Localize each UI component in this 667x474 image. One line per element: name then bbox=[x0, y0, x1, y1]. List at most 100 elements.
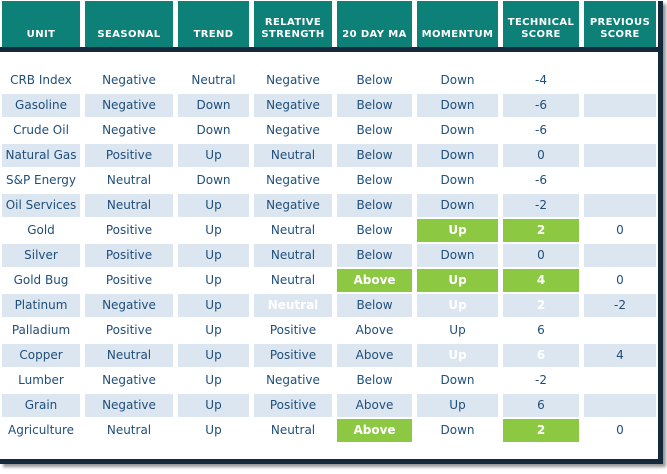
cell-trend: Down bbox=[178, 119, 249, 142]
cell-trend: Up bbox=[178, 269, 249, 292]
cell-trend: Up bbox=[178, 144, 249, 167]
cell-relative-strength: Negative bbox=[254, 69, 332, 92]
cell-relative-strength: Neutral bbox=[254, 244, 332, 267]
cell-technical-score: -6 bbox=[503, 94, 579, 117]
cell-20-day-ma: Above bbox=[337, 344, 412, 367]
cell-previous-score bbox=[584, 319, 656, 342]
cell-technical-score: 0 bbox=[503, 244, 579, 267]
cell-trend: Down bbox=[178, 94, 249, 117]
table-row: CRB Index Negative Neutral Negative Belo… bbox=[2, 69, 658, 92]
cell-seasonal: Negative bbox=[85, 94, 173, 117]
cell-previous-score: -2 bbox=[584, 294, 656, 317]
cell-technical-score: 2 bbox=[503, 219, 579, 242]
cell-trend: Up bbox=[178, 319, 249, 342]
cell-relative-strength: Negative bbox=[254, 194, 332, 217]
table-row: Gold Positive Up Neutral Below Up 2 0 bbox=[2, 219, 658, 242]
cell-seasonal: Positive bbox=[85, 244, 173, 267]
cell-trend: Up bbox=[178, 219, 249, 242]
table-row: Gasoline Negative Down Negative Below Do… bbox=[2, 94, 658, 117]
cell-previous-score bbox=[584, 119, 656, 142]
column-header-technical-score: TECHNICAL SCORE bbox=[503, 1, 579, 47]
table-row: Agriculture Neutral Up Neutral Above Dow… bbox=[2, 419, 658, 442]
cell-momentum: Up bbox=[417, 269, 498, 292]
cell-unit: Grain bbox=[2, 394, 80, 417]
cell-technical-score: -6 bbox=[503, 119, 579, 142]
cell-seasonal: Positive bbox=[85, 269, 173, 292]
cell-trend: Up bbox=[178, 394, 249, 417]
cell-technical-score: 6 bbox=[503, 344, 579, 367]
cell-technical-score: 0 bbox=[503, 144, 579, 167]
column-header-relative-strength: RELATIVE STRENGTH bbox=[254, 1, 332, 47]
cell-seasonal: Negative bbox=[85, 369, 173, 392]
cell-trend: Up bbox=[178, 244, 249, 267]
cell-relative-strength: Neutral bbox=[254, 144, 332, 167]
cell-trend: Up bbox=[178, 419, 249, 442]
cell-20-day-ma: Below bbox=[337, 194, 412, 217]
blank-spacer-row bbox=[2, 52, 658, 69]
cell-previous-score: 0 bbox=[584, 419, 656, 442]
cell-20-day-ma: Above bbox=[337, 319, 412, 342]
cell-seasonal: Neutral bbox=[85, 194, 173, 217]
table-body: CRB Index Negative Neutral Negative Belo… bbox=[2, 69, 658, 442]
cell-20-day-ma: Above bbox=[337, 269, 412, 292]
cell-trend: Neutral bbox=[178, 69, 249, 92]
column-header-previous-score: PREVIOUS SCORE bbox=[584, 1, 656, 47]
table-row: Crude Oil Negative Down Negative Below D… bbox=[2, 119, 658, 142]
cell-relative-strength: Positive bbox=[254, 319, 332, 342]
cell-relative-strength: Neutral bbox=[254, 294, 332, 317]
cell-trend: Up bbox=[178, 294, 249, 317]
cell-relative-strength: Negative bbox=[254, 169, 332, 192]
table-header-row: UNIT SEASONAL TREND RELATIVE STRENGTH 20… bbox=[2, 1, 658, 47]
cell-20-day-ma: Above bbox=[337, 419, 412, 442]
cell-unit: Lumber bbox=[2, 369, 80, 392]
cell-relative-strength: Positive bbox=[254, 394, 332, 417]
cell-technical-score: 4 bbox=[503, 269, 579, 292]
cell-momentum: Down bbox=[417, 419, 498, 442]
cell-relative-strength: Negative bbox=[254, 94, 332, 117]
cell-technical-score: 2 bbox=[503, 294, 579, 317]
cell-unit: Palladium bbox=[2, 319, 80, 342]
cell-seasonal: Negative bbox=[85, 69, 173, 92]
cell-previous-score: 0 bbox=[584, 219, 656, 242]
table-row: Silver Positive Up Neutral Below Down 0 bbox=[2, 244, 658, 267]
cell-unit: Platinum bbox=[2, 294, 80, 317]
cell-seasonal: Positive bbox=[85, 319, 173, 342]
cell-seasonal: Neutral bbox=[85, 169, 173, 192]
cell-20-day-ma: Below bbox=[337, 244, 412, 267]
cell-momentum: Down bbox=[417, 144, 498, 167]
cell-unit: Silver bbox=[2, 244, 80, 267]
table-row: Grain Negative Up Positive Above Up 6 bbox=[2, 394, 658, 417]
cell-20-day-ma: Below bbox=[337, 219, 412, 242]
cell-relative-strength: Neutral bbox=[254, 269, 332, 292]
cell-trend: Down bbox=[178, 169, 249, 192]
cell-unit: Gold Bug bbox=[2, 269, 80, 292]
cell-previous-score bbox=[584, 94, 656, 117]
cell-momentum: Up bbox=[417, 344, 498, 367]
blank-spacer-row bbox=[2, 444, 658, 459]
cell-20-day-ma: Below bbox=[337, 94, 412, 117]
cell-unit: Natural Gas bbox=[2, 144, 80, 167]
cell-momentum: Down bbox=[417, 194, 498, 217]
table-row: Platinum Negative Up Neutral Below Up 2 … bbox=[2, 294, 658, 317]
cell-20-day-ma: Below bbox=[337, 294, 412, 317]
cell-seasonal: Neutral bbox=[85, 344, 173, 367]
cell-previous-score bbox=[584, 244, 656, 267]
cell-20-day-ma: Above bbox=[337, 394, 412, 417]
cell-previous-score bbox=[584, 369, 656, 392]
table-row: S&P Energy Neutral Down Negative Below D… bbox=[2, 169, 658, 192]
cell-trend: Up bbox=[178, 344, 249, 367]
cell-20-day-ma: Below bbox=[337, 119, 412, 142]
column-header-unit: UNIT bbox=[2, 1, 80, 47]
cell-unit: Agriculture bbox=[2, 419, 80, 442]
cell-trend: Up bbox=[178, 194, 249, 217]
cell-unit: S&P Energy bbox=[2, 169, 80, 192]
cell-20-day-ma: Below bbox=[337, 369, 412, 392]
cell-relative-strength: Negative bbox=[254, 369, 332, 392]
cell-trend: Up bbox=[178, 369, 249, 392]
cell-unit: Gasoline bbox=[2, 94, 80, 117]
cell-previous-score bbox=[584, 144, 656, 167]
cell-seasonal: Negative bbox=[85, 119, 173, 142]
cell-unit: Gold bbox=[2, 219, 80, 242]
cell-momentum: Down bbox=[417, 94, 498, 117]
